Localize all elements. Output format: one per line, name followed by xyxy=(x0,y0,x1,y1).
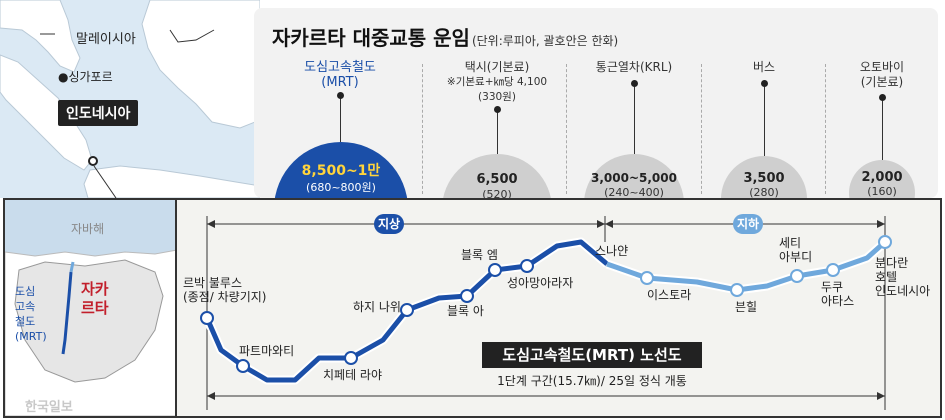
pin-dot-icon xyxy=(879,94,886,101)
mode-krl: 통근열차(KRL) xyxy=(569,60,699,75)
station-istora: 이스토라 xyxy=(647,288,692,302)
region-map-shapes xyxy=(0,0,260,198)
inset-city-label: 자카 르타 xyxy=(81,280,109,317)
route-note: 1단계 구간(15.7㎞)/ 25일 정식 개통 xyxy=(497,374,687,388)
fare-value: 2,000 xyxy=(861,170,903,185)
station-bundaran-hi: 분다란 호텔 인도네시아 xyxy=(875,256,931,298)
pin-line xyxy=(497,110,498,154)
fare-won: (160) xyxy=(867,185,897,198)
inset-shapes xyxy=(5,200,175,416)
pin-line xyxy=(340,96,341,142)
mode-sub: (MRT) xyxy=(321,75,359,90)
fare-panel: 자카르타 대중교통 운임 (단위:루피아, 괄호안은 한화) 도심고속철도 (MR… xyxy=(254,8,938,198)
callout-line xyxy=(93,165,117,198)
fare-bubble-mrt: 8,500~1만 (680~800원) xyxy=(274,142,408,198)
pin-line xyxy=(882,98,883,160)
inset-sea-label: 자바해 xyxy=(71,222,105,236)
mode-sub: (기본료) xyxy=(860,75,904,89)
station-bendungan-hilir: 븐힐 xyxy=(735,300,758,314)
mode-name: 버스 xyxy=(752,60,776,74)
mode-name: 오토바이 xyxy=(859,60,905,74)
divider xyxy=(566,64,567,194)
station-markers-underground xyxy=(640,235,892,297)
divider xyxy=(701,64,702,194)
station-sisingamangaraja: 성아망아라자 xyxy=(507,276,574,290)
region-map: 말레이시아 ●싱가포르 인도네시아 xyxy=(0,0,260,198)
station-markers xyxy=(200,259,534,373)
mode-name: 도심고속철도 xyxy=(304,60,376,75)
map-label-singapore: ●싱가포르 xyxy=(58,70,113,84)
divider xyxy=(825,64,826,194)
fare-bubble-bus: 3,500 (280) xyxy=(721,156,807,198)
segment-badge-above: 지상 xyxy=(374,214,404,234)
jakarta-inset-map: 자바해 도심 고속 철도 (MRT) 자카 르타 한국일보 xyxy=(5,200,177,416)
mode-name: 통근열차(KRL) xyxy=(595,60,673,74)
map-label-indonesia: 인도네시아 xyxy=(58,100,139,126)
pin-dot-icon xyxy=(631,80,638,87)
segment-badge-below: 지하 xyxy=(733,214,763,234)
route-title: 도심고속철도(MRT) 노선도 xyxy=(482,342,702,368)
pin-dot-icon xyxy=(337,92,344,99)
station-dukuh-atas: 두쿠 아타스 xyxy=(821,280,855,308)
credit: 한국일보 xyxy=(25,400,73,415)
fare-title-text: 자카르타 대중교통 운임 xyxy=(272,26,470,50)
pin-dot-icon xyxy=(494,106,501,113)
mode-mrt: 도심고속철도 (MRT) xyxy=(275,60,405,90)
fare-bubble-krl: 3,000~5,000 (240~400) xyxy=(584,154,684,198)
jakarta-marker-icon xyxy=(88,156,98,166)
fare-won: (280) xyxy=(749,186,779,198)
station-cipete-raya: 치페테 라야 xyxy=(323,368,383,382)
mode-taxi: 택시(기본료) ※기본료+㎞당 4,100 (330원) xyxy=(432,60,562,105)
route-section: 자바해 도심 고속 철도 (MRT) 자카 르타 한국일보 xyxy=(3,198,942,418)
mode-note: (330원) xyxy=(478,91,516,103)
fare-won: (520) xyxy=(482,188,512,198)
fare-won: (680~800원) xyxy=(306,181,376,194)
mode-sub: ※기본료+㎞당 4,100 xyxy=(446,76,548,88)
station-blok-m: 블록 엠 xyxy=(461,248,498,262)
station-senayan: 스나얀 xyxy=(595,244,629,258)
fare-value: 8,500~1만 xyxy=(301,163,381,179)
fare-value: 3,500 xyxy=(743,171,785,186)
station-haji-nawi: 하지 나위 xyxy=(353,300,401,314)
fare-won: (240~400) xyxy=(604,186,664,198)
fare-bubble-taxi: 6,500 (520) xyxy=(442,154,552,198)
station-blok-a: 블록 아 xyxy=(447,304,484,318)
station-lebak-bulus: 르박 불루스 (종점/ 차량기지) xyxy=(183,276,267,304)
pin-line xyxy=(634,84,635,154)
pin-dot-icon xyxy=(761,80,768,87)
fare-unit-text: (단위:루피아, 괄호안은 한화) xyxy=(471,34,619,48)
map-label-malaysia: 말레이시아 xyxy=(76,32,136,47)
inset-mrt-label: 도심 고속 철도 (MRT) xyxy=(15,285,47,343)
fare-value: 3,000~5,000 xyxy=(591,171,677,185)
fare-title: 자카르타 대중교통 운임 (단위:루피아, 괄호안은 한화) xyxy=(272,22,618,51)
mode-bus: 버스 xyxy=(699,60,829,75)
station-setiabudi: 세티 아부디 xyxy=(779,236,813,264)
divider xyxy=(422,64,423,194)
pin-line xyxy=(764,84,765,156)
route-diagram: 지상 지하 르박 불루스 (종점/ 차량기지) 파트마와티 치페테 라야 하지 … xyxy=(177,200,940,416)
mode-motorbike: 오토바이 (기본료) xyxy=(817,60,938,90)
fare-bubble-motorbike: 2,000 (160) xyxy=(849,160,915,198)
mode-name: 택시(기본료) xyxy=(464,60,530,74)
fare-value: 6,500 xyxy=(476,172,518,187)
station-fatmawati: 파트마와티 xyxy=(239,344,295,358)
